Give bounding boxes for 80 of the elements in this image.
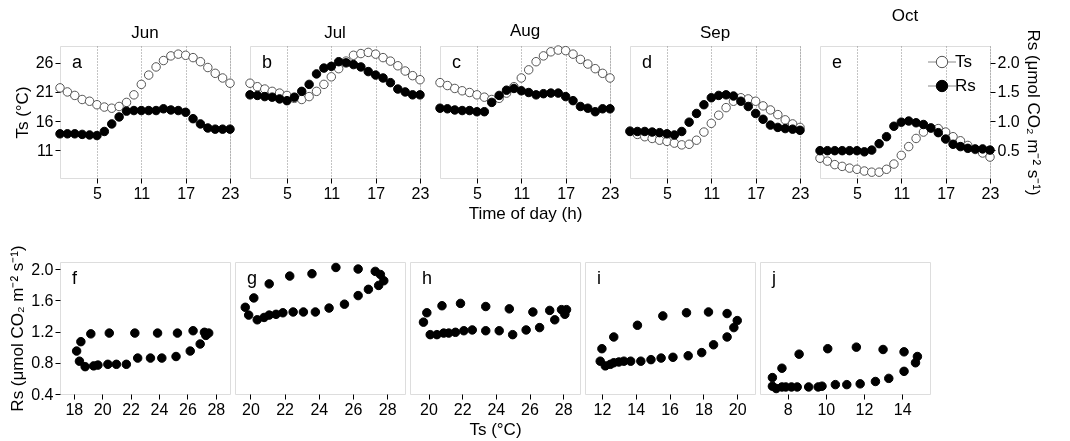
y-tick-label: 11 [36,141,54,159]
x-tick-label: 24 [150,400,169,418]
x-axis-title: Ts (°C) [469,419,522,439]
x-tick-label: 8 [783,400,793,418]
x-tick-label: 5 [663,184,672,202]
x-tick-label: 17 [177,184,196,202]
chart-title: Jun [131,23,159,42]
x-tick-label: 11 [513,184,531,202]
x-tick-label: 26 [344,400,363,418]
y-tick-label: 26 [35,54,54,72]
x-tick-label: 22 [453,400,472,418]
x-tick-label: 14 [893,400,912,418]
x-tick-label: 10 [817,400,836,418]
annotation: g [247,268,258,288]
x-tick-label: 14 [627,400,646,418]
chart-title: Sep [699,23,731,42]
x-tick-label: 17 [937,184,956,202]
chart-title: Oct [891,5,919,25]
y-tick-label: 1.2 [31,323,54,341]
x-tick-label: 5 [853,184,862,202]
x-tick-label: 20 [241,400,260,418]
y-tick-label: 16 [35,112,54,130]
y2-tick-label: 0.5 [997,141,1020,159]
x-tick-label: 11 [323,184,341,202]
x-tick-label: 28 [207,400,226,418]
x-tick-label: 18 [65,400,84,418]
x-tick-label: 28 [554,400,573,418]
annotation: b [262,52,273,72]
annotation: c [452,52,461,72]
annotation: e [832,52,843,72]
x-tick-label: 20 [420,400,439,418]
x-tick-label: 12 [855,400,874,418]
x-tick-label: 28 [378,400,397,418]
x-tick-label: 5 [283,184,292,202]
x-tick-label: 11 [133,184,151,202]
x-tick-label: 11 [703,184,721,202]
x-tick-label: 26 [179,400,197,418]
x-tick-label: 23 [601,184,620,202]
chart-title: Aug [509,20,541,40]
x-tick-label: 11 [893,184,911,202]
y2-axis-title: Rs (μmol CO₂ m⁻² s⁻¹) [1023,29,1043,196]
x-tick-label: 5 [473,184,482,202]
x-tick-label: 23 [981,184,1000,202]
legend-label: Rs [955,76,976,95]
y2-tick-label: 1.0 [997,112,1020,130]
x-tick-label: 23 [791,184,810,202]
annotation: f [72,268,78,288]
x-tick-label: 22 [276,400,295,418]
x-tick-label: 12 [593,400,612,418]
y-tick-label: 0.8 [31,354,54,372]
y-tick-label: 2.0 [31,260,54,278]
x-tick-label: 26 [521,400,539,418]
x-tick-label: 17 [557,184,576,202]
y-axis-title: Ts (°C) [12,86,32,139]
x-tick-label: 17 [747,184,766,202]
x-tick-label: 24 [487,400,506,418]
y2-tick-label: 2.0 [997,54,1020,72]
x-tick-label: 24 [310,400,329,418]
x-axis-title: Time of day (h) [468,203,583,223]
x-tick-label: 20 [728,400,747,418]
y2-tick-label: 1.5 [997,83,1020,101]
x-tick-label: 16 [661,400,680,418]
annotation: a [72,52,83,72]
y-tick-label: 1.6 [31,291,54,309]
x-tick-label: 17 [367,184,386,202]
x-tick-label: 5 [93,184,102,202]
annotation: i [597,268,601,288]
annotation: h [422,268,433,288]
x-tick-label: 22 [122,400,141,418]
y-tick-label: 0.4 [31,385,54,403]
x-tick-label: 23 [221,184,240,202]
x-tick-label: 18 [695,400,713,418]
legend-label: Ts [955,52,972,71]
x-tick-label: 23 [411,184,430,202]
chart-title: Jul [324,23,346,42]
annotation: d [642,52,653,72]
y-tick-label: 21 [35,83,54,101]
y-axis-title: Rs (μmol CO₂ m⁻² s⁻¹) [8,245,28,412]
annotation: j [771,268,776,288]
x-tick-label: 20 [93,400,112,418]
